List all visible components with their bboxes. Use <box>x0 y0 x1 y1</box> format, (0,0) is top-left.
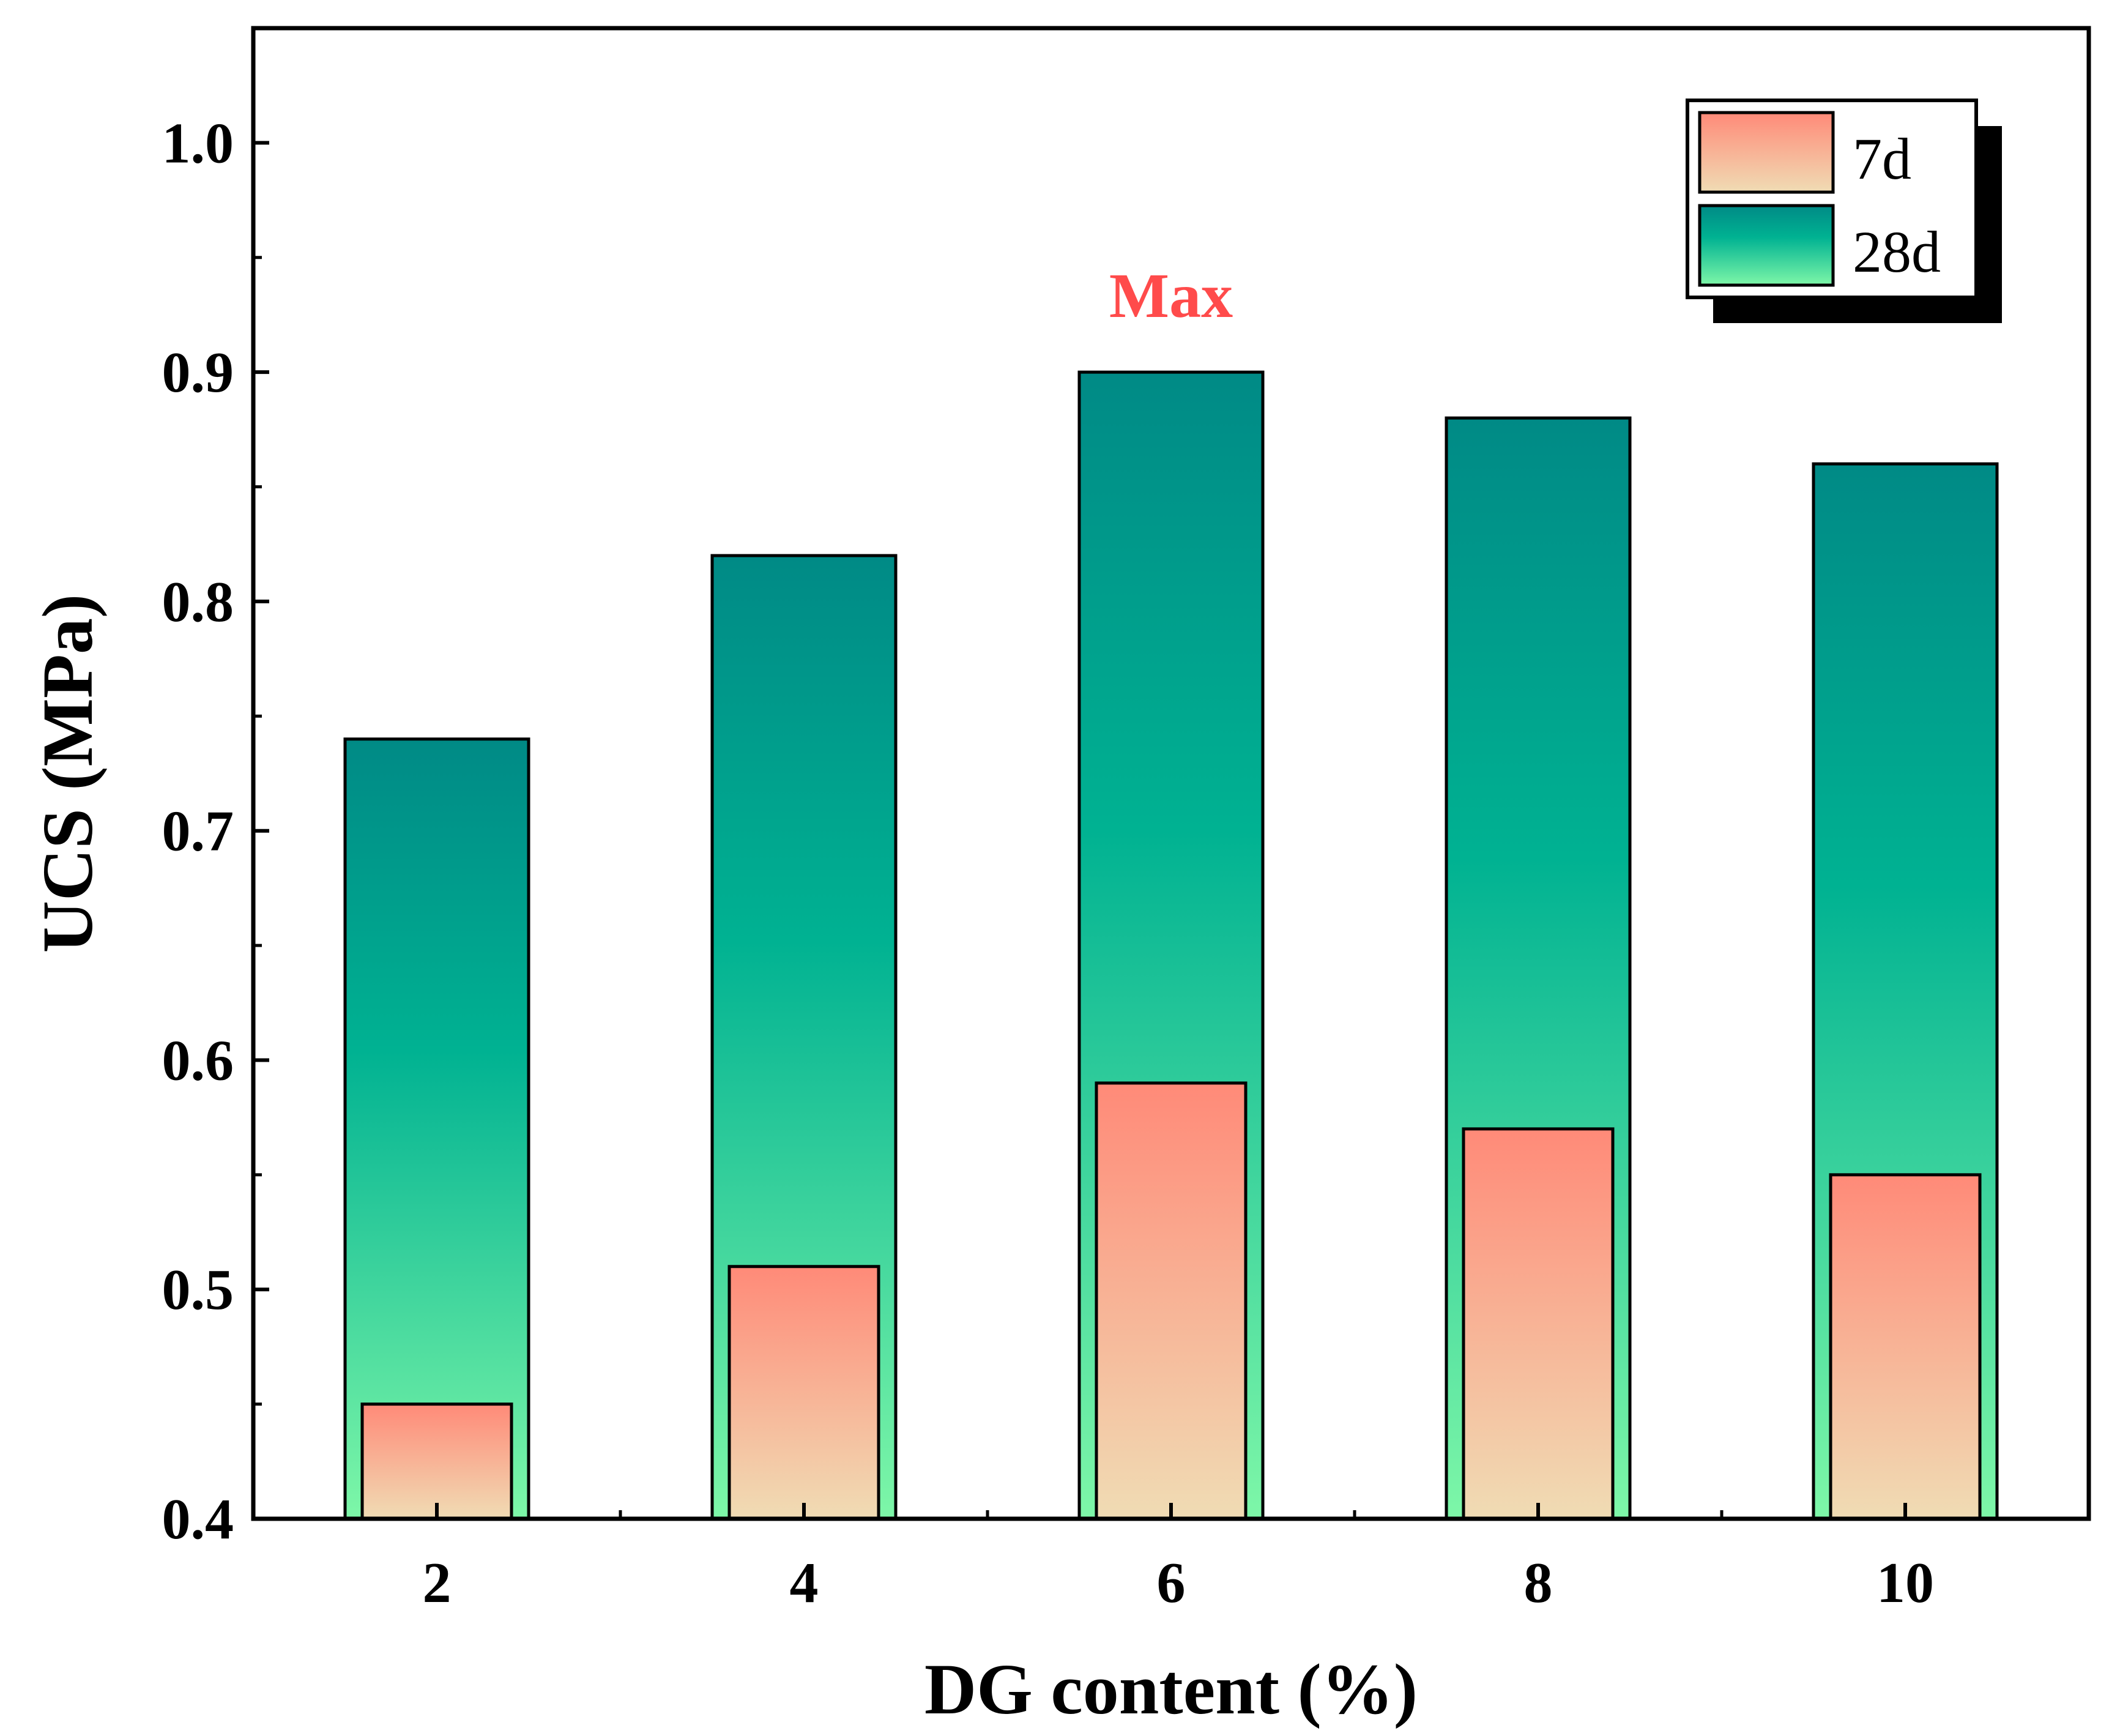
legend-label-7d: 7d <box>1853 126 1911 192</box>
x-tick-label: 6 <box>1157 1551 1186 1615</box>
max-annotation: Max <box>1109 261 1233 331</box>
bar-7d-6 <box>1095 1081 1248 1521</box>
x-tick-label: 10 <box>1876 1551 1934 1615</box>
legend: 7d 28d <box>1686 99 2002 323</box>
bar-7d-10 <box>1829 1173 1982 1521</box>
series-7d <box>360 1081 1982 1521</box>
y-axis: 0.4 0.5 0.6 0.7 0.8 0.9 1.0 <box>162 111 269 1551</box>
y-tick-label: 1.0 <box>162 111 234 175</box>
y-tick-label: 0.7 <box>162 800 234 863</box>
y-tick-label: 0.6 <box>162 1029 234 1092</box>
bar-7d-4 <box>727 1265 880 1521</box>
x-axis: 2 4 6 8 10 <box>423 1503 1934 1615</box>
x-axis-title: DG content (%) <box>924 1649 1418 1729</box>
y-tick-label: 0.4 <box>162 1488 234 1551</box>
legend-swatch-7d <box>1698 111 1835 194</box>
x-tick-label: 4 <box>790 1551 819 1615</box>
y-tick-label: 0.9 <box>162 341 234 404</box>
y-tick-label: 0.8 <box>162 570 234 634</box>
legend-swatch-28d <box>1698 204 1835 287</box>
bar-7d-2 <box>360 1403 513 1521</box>
x-tick-label: 8 <box>1524 1551 1553 1615</box>
bar-7d-8 <box>1462 1127 1615 1521</box>
x-tick-label: 2 <box>423 1551 452 1615</box>
legend-label-28d: 28d <box>1853 219 1941 285</box>
y-axis-title: UCS (MPa) <box>28 594 108 953</box>
y-tick-label: 0.5 <box>162 1258 234 1322</box>
bar-28d-2 <box>343 737 530 1521</box>
